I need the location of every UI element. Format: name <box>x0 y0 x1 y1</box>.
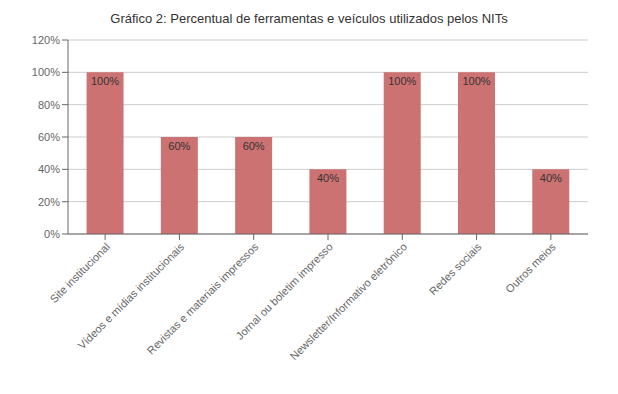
svg-text:Revistas e materiais impressos: Revistas e materiais impressos <box>144 240 261 357</box>
svg-text:40%: 40% <box>317 172 339 184</box>
svg-text:100%: 100% <box>388 75 416 87</box>
svg-text:60%: 60% <box>243 140 265 152</box>
svg-text:60%: 60% <box>168 140 190 152</box>
svg-text:Newsletter/Informativo eletrôn: Newsletter/Informativo eletrônico <box>287 240 409 362</box>
svg-text:Outros meios: Outros meios <box>503 240 558 295</box>
svg-text:Jornal ou boletim impresso: Jornal ou boletim impresso <box>233 240 335 342</box>
svg-text:100%: 100% <box>462 75 490 87</box>
svg-text:80%: 80% <box>38 99 60 111</box>
svg-text:Redes sociais: Redes sociais <box>427 240 484 297</box>
svg-text:40%: 40% <box>540 172 562 184</box>
svg-text:120%: 120% <box>32 34 60 46</box>
svg-text:Site institucional: Site institucional <box>47 240 112 305</box>
svg-text:Vídeos e mídias institucionais: Vídeos e mídias institucionais <box>75 240 187 352</box>
html-text:Gráfico 2: Percentual de ferra: Gráfico 2: Percentual de ferramentas e v… <box>110 11 508 26</box>
svg-text:40%: 40% <box>38 163 60 175</box>
svg-text:100%: 100% <box>91 75 119 87</box>
svg-text:0%: 0% <box>44 228 60 240</box>
svg-text:100%: 100% <box>32 66 60 78</box>
svg-text:60%: 60% <box>38 131 60 143</box>
svg-text:20%: 20% <box>38 196 60 208</box>
